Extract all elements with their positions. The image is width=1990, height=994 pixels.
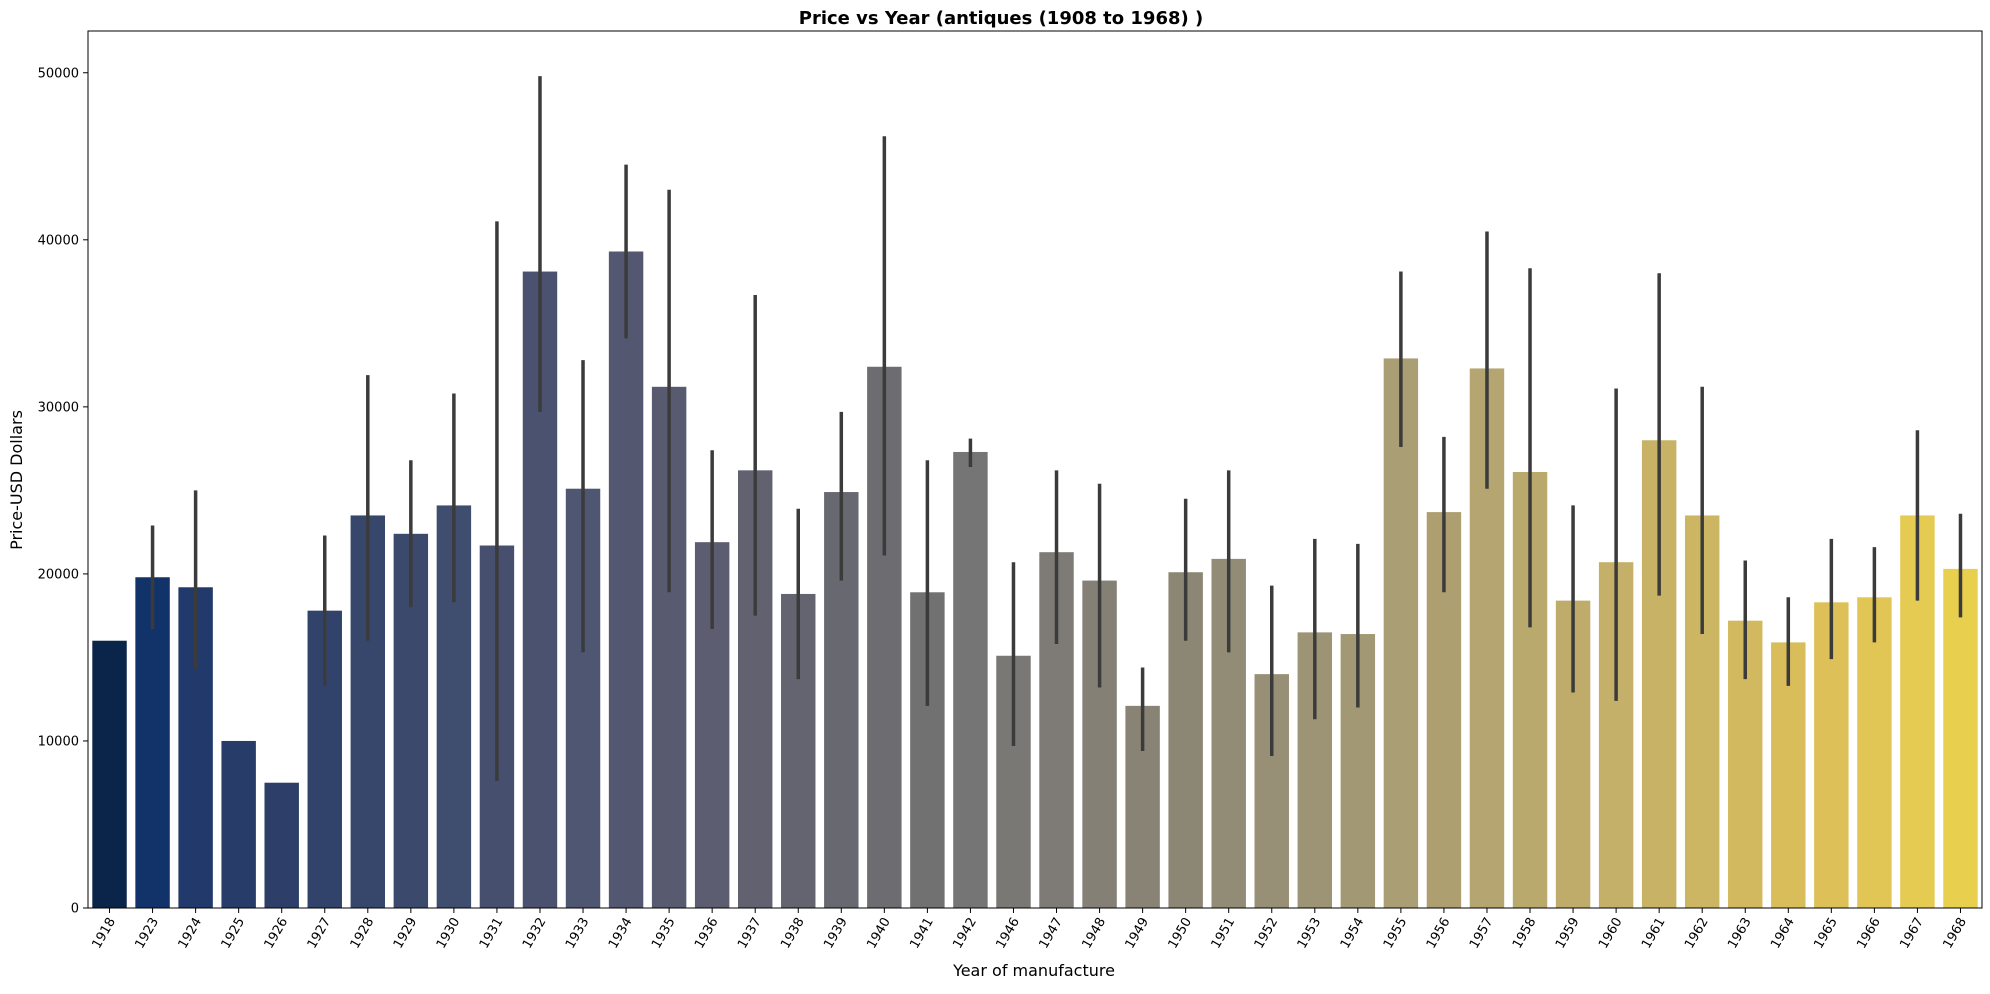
x-tick-label-1937: 1937 bbox=[735, 915, 765, 951]
x-tick-label-1965: 1965 bbox=[1811, 915, 1841, 951]
x-tick-label-1941: 1941 bbox=[907, 915, 937, 951]
chart-title: Price vs Year (antiques (1908 to 1968) ) bbox=[799, 8, 1203, 29]
x-tick-label-1962: 1962 bbox=[1682, 915, 1712, 951]
x-tick-label-1928: 1928 bbox=[348, 915, 378, 951]
x-tick-label-1954: 1954 bbox=[1338, 915, 1368, 951]
x-tick-label-1956: 1956 bbox=[1424, 915, 1454, 951]
x-tick-label-1953: 1953 bbox=[1295, 915, 1325, 951]
x-tick-label-1958: 1958 bbox=[1510, 915, 1540, 951]
x-tick-label-1949: 1949 bbox=[1123, 915, 1153, 951]
x-tick-label-1940: 1940 bbox=[864, 915, 894, 951]
bar-1925 bbox=[221, 740, 256, 908]
x-tick-label-1948: 1948 bbox=[1080, 915, 1110, 951]
x-tick-label-1926: 1926 bbox=[262, 915, 292, 951]
bar-1934 bbox=[608, 251, 644, 908]
bar-1955 bbox=[1383, 358, 1419, 908]
x-tick-label-1924: 1924 bbox=[176, 915, 206, 951]
y-tick-label-10000: 10000 bbox=[38, 734, 79, 749]
x-tick-label-1933: 1933 bbox=[563, 915, 593, 951]
bar-1926 bbox=[264, 782, 299, 908]
y-tick-label-30000: 30000 bbox=[38, 400, 79, 415]
x-tick-label-1938: 1938 bbox=[778, 915, 808, 951]
x-tick-label-1946: 1946 bbox=[993, 915, 1023, 951]
x-tick-label-1918: 1918 bbox=[89, 915, 119, 951]
x-tick-label-1964: 1964 bbox=[1768, 915, 1798, 951]
x-tick-label-1934: 1934 bbox=[606, 915, 636, 951]
x-tick-label-1967: 1967 bbox=[1897, 915, 1927, 951]
bar-1942 bbox=[953, 451, 988, 908]
x-tick-label-1947: 1947 bbox=[1036, 915, 1066, 951]
x-tick-label-1961: 1961 bbox=[1639, 915, 1669, 951]
x-tick-label-1929: 1929 bbox=[391, 915, 421, 951]
x-tick-label-1960: 1960 bbox=[1596, 915, 1626, 951]
y-tick-label-50000: 50000 bbox=[38, 66, 79, 81]
x-tick-label-1925: 1925 bbox=[219, 915, 249, 951]
x-tick-label-1952: 1952 bbox=[1252, 915, 1282, 951]
bar-1923 bbox=[135, 577, 170, 908]
x-tick-label-1951: 1951 bbox=[1209, 915, 1239, 951]
x-tick-label-1931: 1931 bbox=[477, 915, 507, 951]
y-tick-label-40000: 40000 bbox=[38, 233, 79, 248]
x-tick-label-1955: 1955 bbox=[1381, 915, 1411, 951]
error-bars-layer bbox=[150, 76, 1963, 782]
x-tick-label-1950: 1950 bbox=[1166, 915, 1196, 951]
x-tick-label-1959: 1959 bbox=[1553, 915, 1583, 951]
x-tick-label-1935: 1935 bbox=[649, 915, 679, 951]
x-tick-label-1936: 1936 bbox=[692, 915, 722, 951]
x-tick-label-1927: 1927 bbox=[305, 915, 335, 951]
x-tick-label-1932: 1932 bbox=[520, 915, 550, 951]
x-tick-label-1930: 1930 bbox=[434, 915, 464, 951]
bar-1918 bbox=[92, 640, 127, 908]
x-tick-label-1939: 1939 bbox=[821, 915, 851, 951]
x-tick-label-1966: 1966 bbox=[1854, 915, 1884, 951]
x-tick-label-1968: 1968 bbox=[1940, 915, 1970, 951]
x-axis-label: Year of manufacture bbox=[952, 961, 1115, 980]
bar-1966 bbox=[1857, 597, 1892, 908]
bar-1968 bbox=[1943, 568, 1978, 908]
x-tick-label-1923: 1923 bbox=[133, 915, 163, 951]
x-tick-label-1957: 1957 bbox=[1467, 915, 1497, 951]
x-tick-label-1963: 1963 bbox=[1725, 915, 1755, 951]
bars-layer bbox=[92, 251, 1978, 908]
y-tick-label-0: 0 bbox=[71, 902, 79, 917]
bar-1964 bbox=[1771, 642, 1806, 908]
plot-frame bbox=[87, 30, 1983, 909]
y-tick-label-20000: 20000 bbox=[38, 567, 79, 582]
x-tick-label-1942: 1942 bbox=[950, 915, 980, 951]
y-axis-label: Price-USD Dollars bbox=[7, 410, 26, 550]
